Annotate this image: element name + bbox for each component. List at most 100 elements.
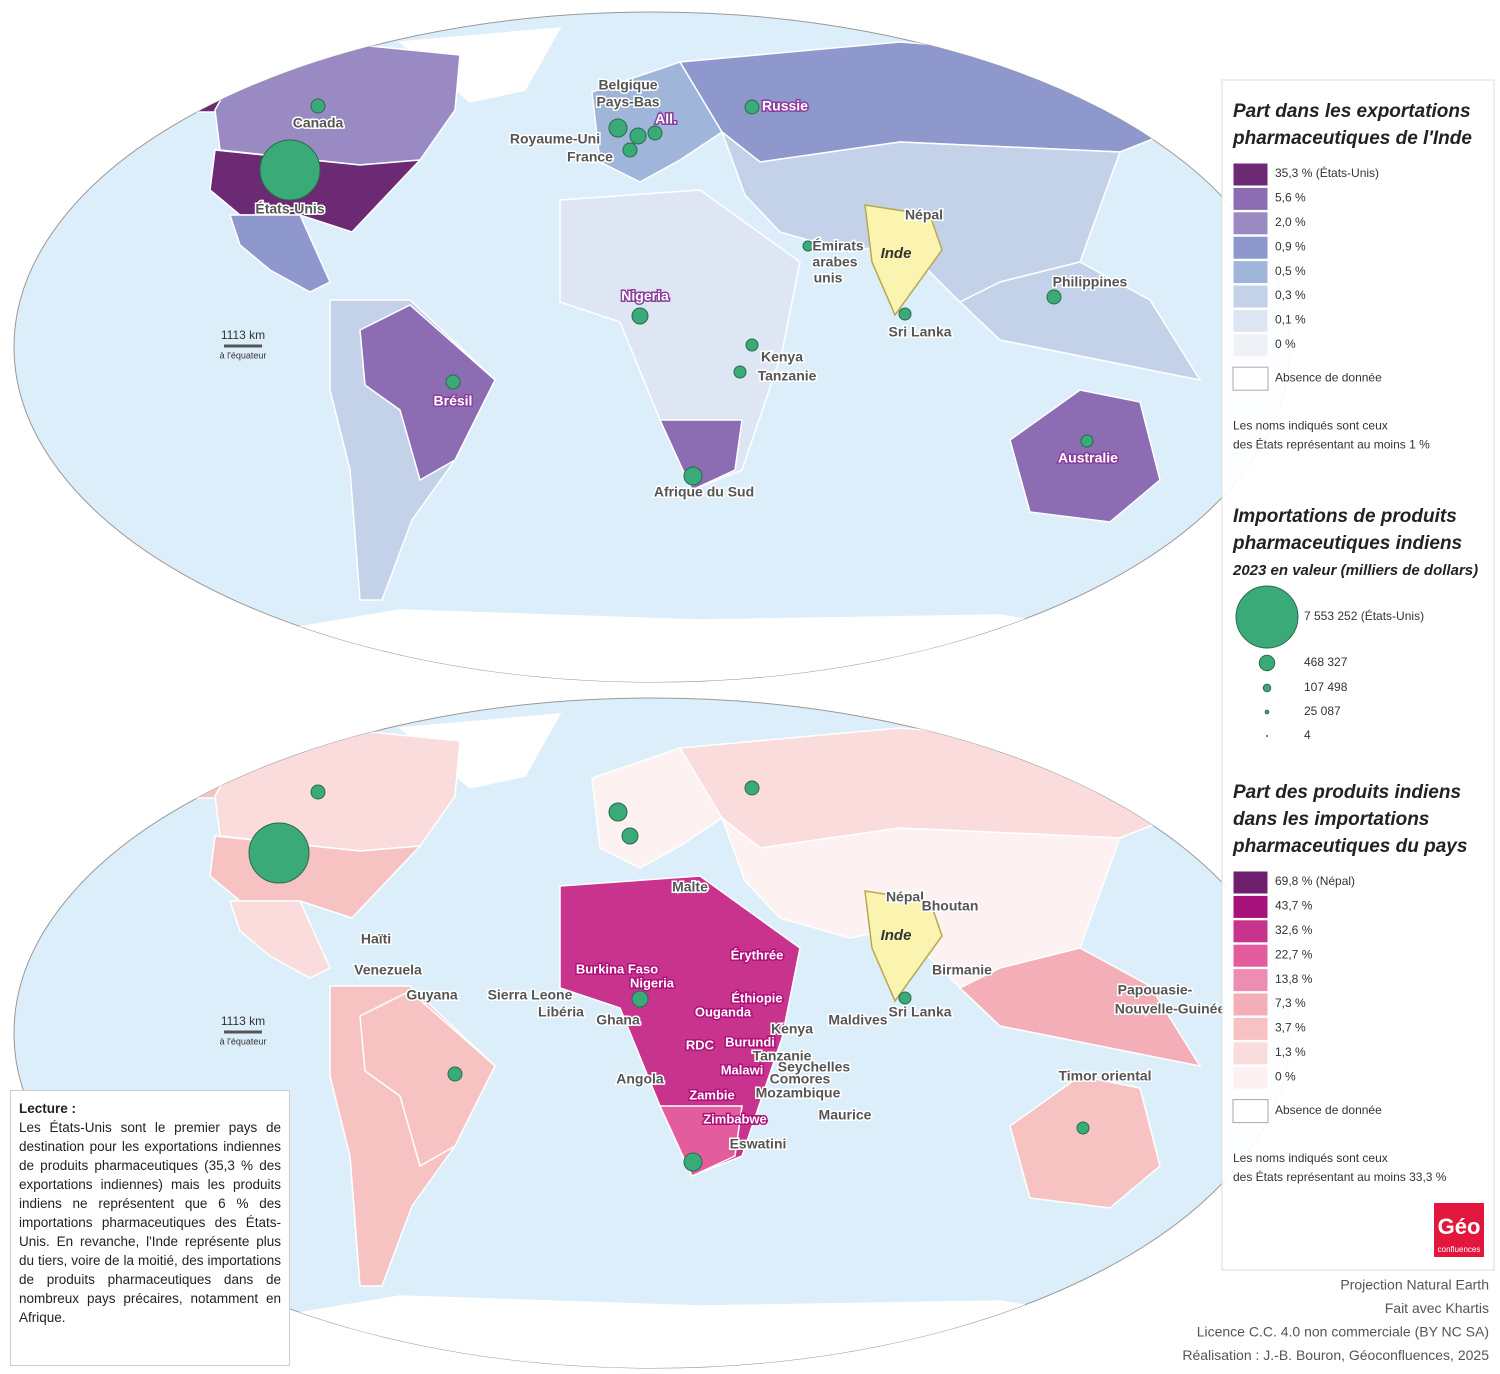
map-label: Maurice <box>819 1107 872 1123</box>
legend-label: 468 327 <box>1304 655 1348 669</box>
legend-label: 5,6 % <box>1275 191 1306 205</box>
map-label: Inde <box>881 927 912 944</box>
legend-swatch <box>1232 333 1269 358</box>
map-label: Venezuela <box>354 962 422 978</box>
legend-title: pharmaceutiques de l'Inde <box>1232 128 1472 149</box>
legend-title: dans les importations <box>1233 809 1429 830</box>
legend-title: Part dans les exportations <box>1233 101 1471 122</box>
map-label: France <box>567 149 613 165</box>
map-label: Ghana <box>596 1012 640 1028</box>
map-label: à l'équateur <box>220 350 267 360</box>
legend-label: 4 <box>1304 728 1311 742</box>
map-label: Géo <box>1438 1214 1481 1239</box>
map-label: Australie <box>1058 450 1118 466</box>
map-label: Kenya <box>771 1021 813 1037</box>
legend-title: Importations de produits <box>1233 506 1457 527</box>
credit-line: Projection Natural Earth <box>1340 1277 1489 1293</box>
legend-note: Les noms indiqués sont ceux <box>1233 1151 1388 1165</box>
map-label: Ouganda <box>695 1004 752 1019</box>
legend-label: 7 553 252 (États-Unis) <box>1304 608 1424 623</box>
map-label: Burkina Faso <box>576 961 658 976</box>
credits: Projection Natural Earth Fait avec Kharti… <box>1182 1277 1489 1364</box>
map-label: 1113 km <box>221 328 265 342</box>
scale-bar: 1113 km à l'équateur <box>220 328 267 360</box>
legend-swatch <box>1232 894 1269 919</box>
map-label: Nigeria <box>630 975 675 990</box>
legend-label: 13,8 % <box>1275 972 1313 986</box>
legend-note: Les noms indiqués sont ceux <box>1233 418 1388 432</box>
legend-swatch <box>1232 162 1269 187</box>
map-label: Russie <box>762 98 808 114</box>
map-label: Belgique <box>598 77 657 93</box>
map-label: Inde <box>881 245 912 262</box>
map-top: Canada États-Unis Brésil Belgique Pays-B… <box>13 11 1291 683</box>
legend-label: 3,7 % <box>1275 1021 1306 1035</box>
legend-label: Absence de donnée <box>1275 370 1382 384</box>
logo: Géo confluences <box>1434 1203 1484 1257</box>
map-label: Royaume-Uni <box>510 131 600 147</box>
legend-swatch <box>1232 992 1269 1017</box>
map-label: Éthiopie <box>731 990 782 1005</box>
legend-swatch <box>1232 919 1269 944</box>
map-label: Tanzanie <box>753 1048 812 1064</box>
legend-label: 0 % <box>1275 337 1296 351</box>
map-label: Bhoutan <box>922 898 979 914</box>
map-label: à l'équateur <box>220 1036 267 1046</box>
map-label: Pays-Bas <box>596 94 659 110</box>
legend-label: 1,3 % <box>1275 1045 1306 1059</box>
legend-label: 35,3 % (États-Unis) <box>1275 165 1379 180</box>
map-label: Philippines <box>1053 274 1128 290</box>
legend-label: 22,7 % <box>1275 947 1313 961</box>
legend-swatch <box>1232 211 1269 236</box>
map-label: États-Unis <box>255 201 324 217</box>
legend-swatch <box>1232 943 1269 968</box>
credit-line: Fait avec Khartis <box>1385 1300 1489 1316</box>
legend-swatch <box>1232 1016 1269 1041</box>
map-label: 1113 km <box>221 1014 265 1028</box>
map-label: confluences <box>1438 1245 1481 1254</box>
map-label: Zambie <box>689 1087 735 1102</box>
legend-note: des États représentant au moins 1 % <box>1233 436 1430 451</box>
map-label: Maldives <box>828 1012 887 1028</box>
legend-title: pharmaceutiques du pays <box>1232 836 1467 857</box>
map-label: Zimbabwe <box>703 1111 767 1126</box>
legend-circle <box>1264 709 1270 715</box>
map-label: arabes <box>812 254 857 270</box>
legend-swatch <box>1232 1065 1269 1090</box>
legend-circle <box>1266 735 1268 737</box>
legend-swatch <box>1232 308 1269 333</box>
map-label: Timor oriental <box>1058 1068 1151 1084</box>
legend-label: 32,6 % <box>1275 923 1313 937</box>
legend-label: 43,7 % <box>1275 899 1313 913</box>
legend-circle <box>1262 683 1272 693</box>
reading-title: Lecture : <box>19 1101 77 1116</box>
map-label: RDC <box>686 1037 715 1052</box>
map-label: Eswatini <box>730 1136 787 1152</box>
legend-swatch <box>1232 1099 1269 1124</box>
legend-label: 0,3 % <box>1275 288 1306 302</box>
legend-label: 2,0 % <box>1275 215 1306 229</box>
legend-swatch <box>1232 260 1269 285</box>
map-label: Comores <box>770 1071 831 1087</box>
map-label: All. <box>655 111 677 127</box>
map-label: Brésil <box>434 393 473 409</box>
map-label: Afrique du Sud <box>654 484 754 500</box>
map-label: Népal <box>886 889 924 905</box>
legend: Part dans les exportations pharmaceutique… <box>1232 101 1478 1184</box>
reading-box: Lecture : Les États-Unis sont le premier … <box>10 1090 290 1366</box>
legend-title: Part des produits indiens <box>1233 782 1461 803</box>
legend-label: 0,1 % <box>1275 313 1306 327</box>
legend-subtitle: 2023 en valeur (milliers de dollars) <box>1232 562 1478 579</box>
map-label: Guyana <box>406 987 458 1003</box>
legend-label: 25 087 <box>1304 704 1341 718</box>
reading-text: Les États-Unis sont le premier pays de d… <box>19 1120 281 1325</box>
legend-label: 69,8 % (Népal) <box>1275 874 1355 888</box>
map-label: Malte <box>672 879 708 895</box>
map-label: Nigeria <box>621 288 669 304</box>
map-label: Mozambique <box>756 1085 841 1101</box>
legend-circle <box>1258 654 1276 672</box>
map-label: Papouasie- <box>1118 982 1193 998</box>
map-label: unis <box>814 270 843 286</box>
